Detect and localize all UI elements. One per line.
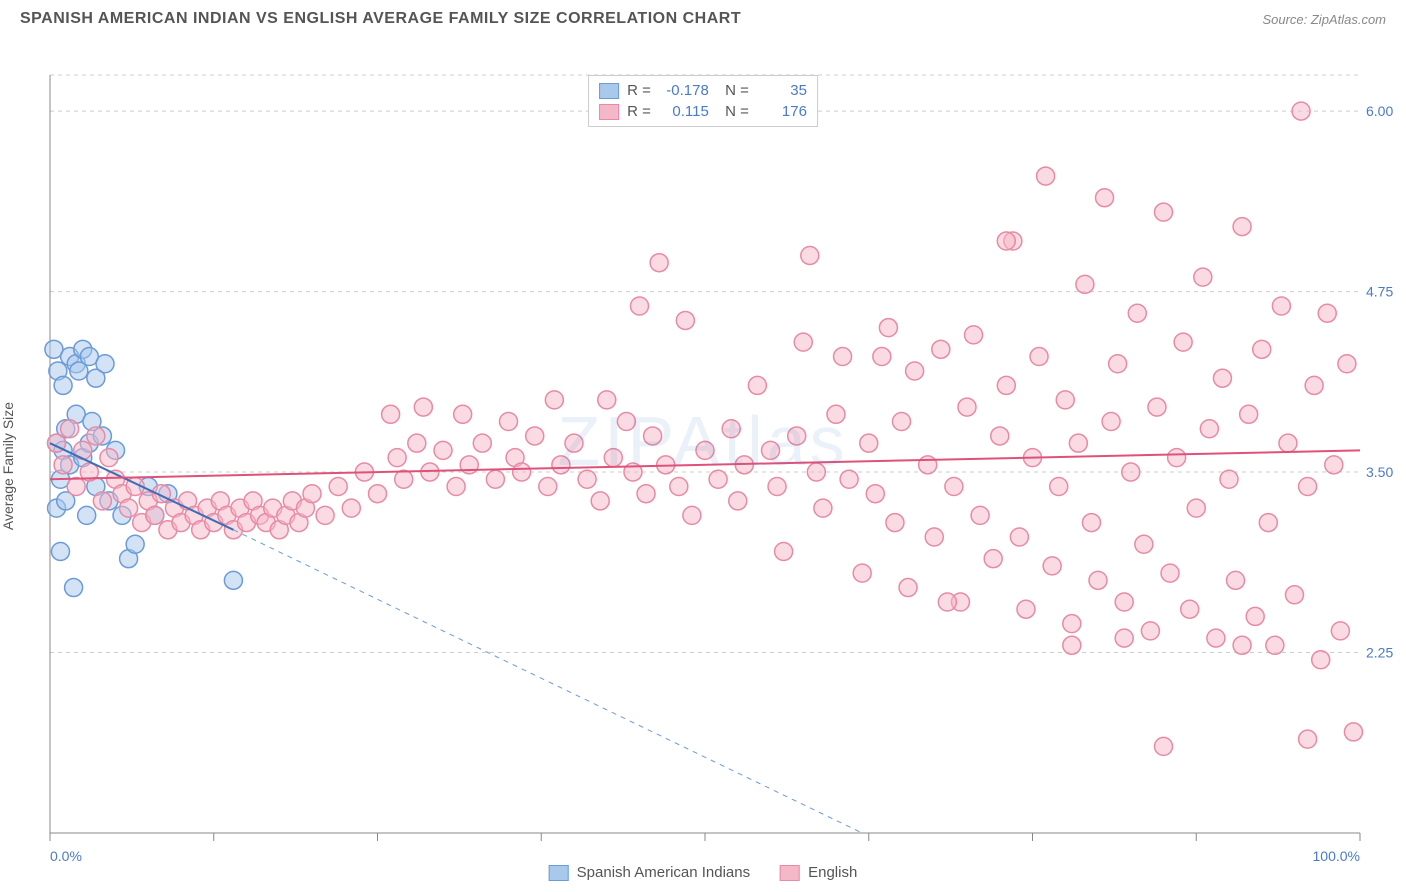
svg-text:0.0%: 0.0% <box>50 848 82 864</box>
chart-container: Average Family Size ZIPAtlas R = -0.178 … <box>0 33 1406 883</box>
svg-text:100.0%: 100.0% <box>1313 848 1360 864</box>
legend-r-label: R = <box>627 103 651 120</box>
legend-swatch-icon <box>599 83 619 99</box>
legend-r-value: 0.115 <box>659 103 709 120</box>
chart-header: SPANISH AMERICAN INDIAN VS ENGLISH AVERA… <box>0 0 1406 33</box>
legend-swatch-icon <box>549 865 569 881</box>
svg-text:2.25: 2.25 <box>1366 645 1393 661</box>
legend-n-value: 35 <box>757 82 807 99</box>
legend-correlation: R = -0.178 N = 35 R = 0.115 N = 176 <box>588 75 818 127</box>
legend-r-label: R = <box>627 82 651 99</box>
svg-text:6.00: 6.00 <box>1366 103 1393 119</box>
legend-n-label: N = <box>717 82 749 99</box>
legend-item: English <box>780 864 857 881</box>
legend-series: Spanish American Indians English <box>549 864 858 881</box>
legend-n-value: 176 <box>757 103 807 120</box>
legend-r-value: -0.178 <box>659 82 709 99</box>
legend-row: R = -0.178 N = 35 <box>599 80 807 101</box>
chart-title: SPANISH AMERICAN INDIAN VS ENGLISH AVERA… <box>20 10 741 28</box>
chart-source: Source: ZipAtlas.com <box>1262 12 1386 27</box>
svg-text:3.50: 3.50 <box>1366 464 1393 480</box>
legend-item: Spanish American Indians <box>549 864 750 881</box>
legend-swatch-icon <box>780 865 800 881</box>
y-axis-label: Average Family Size <box>0 402 16 530</box>
legend-swatch-icon <box>599 104 619 120</box>
scatter-chart: 2.25 3.50 4.75 6.00 0.0% 100.0% <box>0 33 1406 873</box>
svg-text:4.75: 4.75 <box>1366 284 1393 300</box>
legend-row: R = 0.115 N = 176 <box>599 101 807 122</box>
legend-n-label: N = <box>717 103 749 120</box>
legend-label: Spanish American Indians <box>577 864 750 881</box>
legend-label: English <box>808 864 857 881</box>
